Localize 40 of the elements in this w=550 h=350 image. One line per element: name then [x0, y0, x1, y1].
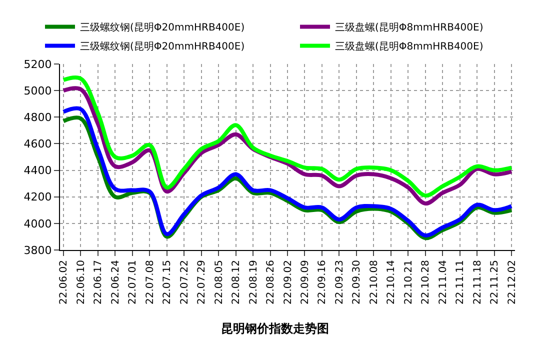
x-tick-label: 22.11.04 [438, 260, 449, 305]
y-tick-label: 3800 [24, 244, 52, 257]
x-tick-label: 22.06.10 [76, 260, 87, 305]
y-tick-label: 4800 [24, 110, 52, 124]
x-tick-label: 22.11.25 [490, 260, 501, 305]
x-tick-label: 22.09.02 [282, 260, 294, 305]
x-tick-label: 22.09.30 [352, 260, 363, 305]
x-tick-label: 22.07.01 [128, 260, 139, 305]
x-tick-label: 22.06.17 [93, 260, 104, 305]
x-tick-label: 22.10.21 [403, 260, 414, 305]
x-tick-label: 22.12.02 [506, 260, 518, 305]
y-tick-label: 5000 [24, 84, 52, 98]
x-tick-label: 22.11.18 [472, 260, 484, 305]
x-tick-label: 22.06.24 [110, 260, 122, 305]
y-tick-label: 4000 [24, 217, 52, 230]
x-tick-label: 22.11.11 [455, 260, 466, 305]
x-tick-label: 22.09.16 [317, 260, 328, 305]
text: 昆明钢价指数走势图 [221, 322, 329, 336]
x-tick-label: 22.07.29 [196, 260, 208, 305]
y-tick-label: 5200 [24, 58, 52, 71]
legend-label: 三级盘螺(昆明Φ8mmHRB400E) [335, 22, 484, 34]
x-tick-label: 22.10.14 [386, 260, 398, 305]
legend-label: 三级螺纹钢(昆明Φ20mmHRB400E) [80, 40, 245, 53]
x-tick-label: 22.08.05 [214, 260, 225, 305]
y-tick-label: 4600 [24, 138, 52, 151]
x-tick-label: 22.08.12 [231, 260, 242, 305]
x-tick-label: 22.10.28 [420, 260, 432, 305]
x-tick-label: 22.07.08 [144, 260, 156, 305]
x-tick-label: 22.07.15 [162, 260, 174, 305]
x-tick-label: 22.08.26 [266, 260, 277, 305]
y-tick-label: 4200 [24, 190, 52, 204]
x-tick-label: 22.09.23 [334, 260, 346, 305]
x-tick-label: 22.06.02 [58, 260, 70, 305]
x-tick-label: 22.07.22 [179, 260, 190, 305]
y-tick-label: 4400 [24, 164, 52, 178]
legend-label: 三级螺纹钢(昆明Φ20mmHRB400E) [80, 22, 245, 34]
x-tick-label: 22.08.19 [248, 260, 260, 305]
legend-label: 三级盘螺(昆明Φ8mmHRB400E) [335, 40, 484, 53]
x-tick-label: 22.09.09 [300, 260, 311, 305]
x-tick-label: 22.10.08 [368, 260, 380, 305]
